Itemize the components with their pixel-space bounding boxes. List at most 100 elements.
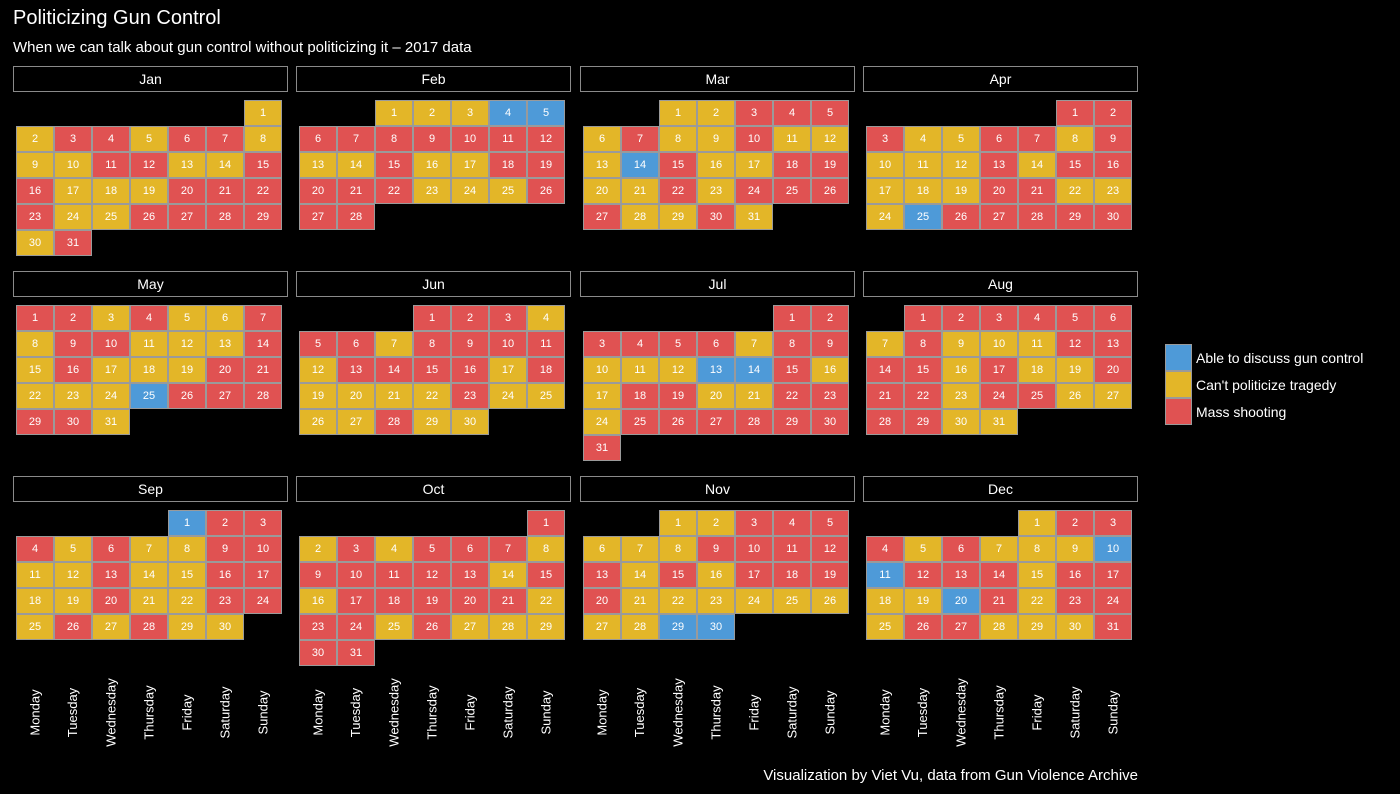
day-cell-feb-24: 24 xyxy=(451,178,489,204)
day-cell-aug-22: 22 xyxy=(904,383,942,409)
day-cell-aug-10: 10 xyxy=(980,331,1018,357)
day-cell-apr-30: 30 xyxy=(1094,204,1132,230)
day-cell-oct-15: 15 xyxy=(527,562,565,588)
day-cell-jul-8: 8 xyxy=(773,331,811,357)
day-cell-jan-19: 19 xyxy=(130,178,168,204)
day-cell-apr-28: 28 xyxy=(1018,204,1056,230)
day-cell-jan-16: 16 xyxy=(16,178,54,204)
day-cell-apr-9: 9 xyxy=(1094,126,1132,152)
day-cell-jul-2: 2 xyxy=(811,305,849,331)
day-cell-aug-7: 7 xyxy=(866,331,904,357)
day-cell-nov-26: 26 xyxy=(811,588,849,614)
day-cell-may-29: 29 xyxy=(16,409,54,435)
day-cell-apr-1: 1 xyxy=(1056,100,1094,126)
legend-item-c: Can't politicize tragedy xyxy=(1165,371,1336,398)
day-cell-nov-27: 27 xyxy=(583,614,621,640)
day-cell-jan-12: 12 xyxy=(130,152,168,178)
day-cell-may-3: 3 xyxy=(92,305,130,331)
day-cell-feb-20: 20 xyxy=(299,178,337,204)
day-cell-jan-3: 3 xyxy=(54,126,92,152)
weekday-label-sunday: Sunday xyxy=(822,689,838,735)
day-cell-jun-28: 28 xyxy=(375,409,413,435)
day-cell-jan-27: 27 xyxy=(168,204,206,230)
day-cell-apr-25: 25 xyxy=(904,204,942,230)
day-cell-mar-11: 11 xyxy=(773,126,811,152)
day-cell-aug-13: 13 xyxy=(1094,331,1132,357)
day-cell-jun-10: 10 xyxy=(489,331,527,357)
day-cell-jun-14: 14 xyxy=(375,357,413,383)
day-cell-dec-28: 28 xyxy=(980,614,1018,640)
day-cell-may-2: 2 xyxy=(54,305,92,331)
day-cell-mar-7: 7 xyxy=(621,126,659,152)
day-cell-oct-12: 12 xyxy=(413,562,451,588)
day-cell-nov-18: 18 xyxy=(773,562,811,588)
day-cell-dec-9: 9 xyxy=(1056,536,1094,562)
day-cell-dec-14: 14 xyxy=(980,562,1018,588)
day-cell-oct-8: 8 xyxy=(527,536,565,562)
day-cell-apr-20: 20 xyxy=(980,178,1018,204)
day-cell-nov-4: 4 xyxy=(773,510,811,536)
day-cell-feb-21: 21 xyxy=(337,178,375,204)
day-cell-jan-21: 21 xyxy=(206,178,244,204)
weekday-label-friday: Friday xyxy=(462,693,478,731)
day-cell-oct-25: 25 xyxy=(375,614,413,640)
day-cell-sep-7: 7 xyxy=(130,536,168,562)
day-cell-aug-30: 30 xyxy=(942,409,980,435)
day-cell-apr-21: 21 xyxy=(1018,178,1056,204)
day-cell-jul-11: 11 xyxy=(621,357,659,383)
day-cell-aug-23: 23 xyxy=(942,383,980,409)
weekday-label-saturday: Saturday xyxy=(784,685,800,739)
day-cell-aug-17: 17 xyxy=(980,357,1018,383)
day-cell-mar-4: 4 xyxy=(773,100,811,126)
day-cell-mar-20: 20 xyxy=(583,178,621,204)
day-cell-aug-4: 4 xyxy=(1018,305,1056,331)
month-header-jul: Jul xyxy=(580,271,855,297)
day-cell-nov-22: 22 xyxy=(659,588,697,614)
day-cell-sep-17: 17 xyxy=(244,562,282,588)
day-cell-mar-22: 22 xyxy=(659,178,697,204)
day-cell-apr-14: 14 xyxy=(1018,152,1056,178)
day-cell-feb-4: 4 xyxy=(489,100,527,126)
day-cell-sep-21: 21 xyxy=(130,588,168,614)
day-cell-feb-8: 8 xyxy=(375,126,413,152)
day-cell-jan-25: 25 xyxy=(92,204,130,230)
day-cell-dec-21: 21 xyxy=(980,588,1018,614)
day-cell-sep-22: 22 xyxy=(168,588,206,614)
day-cell-nov-8: 8 xyxy=(659,536,697,562)
day-cell-dec-13: 13 xyxy=(942,562,980,588)
day-cell-dec-3: 3 xyxy=(1094,510,1132,536)
day-cell-oct-20: 20 xyxy=(451,588,489,614)
day-cell-jun-7: 7 xyxy=(375,331,413,357)
day-cell-feb-5: 5 xyxy=(527,100,565,126)
day-cell-may-26: 26 xyxy=(168,383,206,409)
day-cell-may-5: 5 xyxy=(168,305,206,331)
day-cell-oct-13: 13 xyxy=(451,562,489,588)
day-cell-feb-27: 27 xyxy=(299,204,337,230)
day-cell-jun-17: 17 xyxy=(489,357,527,383)
day-cell-jan-26: 26 xyxy=(130,204,168,230)
day-cell-jul-3: 3 xyxy=(583,331,621,357)
weekday-label-monday: Monday xyxy=(310,688,326,736)
weekday-label-monday: Monday xyxy=(27,688,43,736)
day-cell-sep-28: 28 xyxy=(130,614,168,640)
day-cell-jun-30: 30 xyxy=(451,409,489,435)
day-cell-dec-11: 11 xyxy=(866,562,904,588)
day-cell-jan-13: 13 xyxy=(168,152,206,178)
day-cell-apr-15: 15 xyxy=(1056,152,1094,178)
day-cell-oct-6: 6 xyxy=(451,536,489,562)
day-cell-nov-11: 11 xyxy=(773,536,811,562)
day-cell-jan-22: 22 xyxy=(244,178,282,204)
day-cell-mar-24: 24 xyxy=(735,178,773,204)
day-cell-may-1: 1 xyxy=(16,305,54,331)
day-cell-may-15: 15 xyxy=(16,357,54,383)
day-cell-jun-8: 8 xyxy=(413,331,451,357)
day-cell-sep-11: 11 xyxy=(16,562,54,588)
day-cell-apr-26: 26 xyxy=(942,204,980,230)
day-cell-jun-18: 18 xyxy=(527,357,565,383)
month-header-jun: Jun xyxy=(296,271,571,297)
day-cell-dec-26: 26 xyxy=(904,614,942,640)
day-cell-apr-13: 13 xyxy=(980,152,1018,178)
day-cell-nov-13: 13 xyxy=(583,562,621,588)
day-cell-aug-3: 3 xyxy=(980,305,1018,331)
day-cell-jul-13: 13 xyxy=(697,357,735,383)
